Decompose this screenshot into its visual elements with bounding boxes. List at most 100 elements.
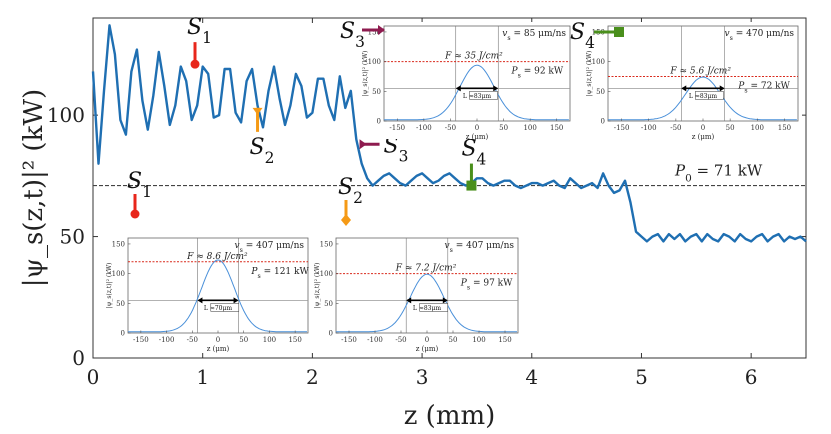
inset-width-label: L ≈83μm xyxy=(463,93,491,100)
x-tick-label: 0 xyxy=(87,365,100,389)
marker-s1-label: S1 xyxy=(187,15,212,47)
inset-x-tick-label: -50 xyxy=(187,336,198,344)
inset-velocity: vs = 407 μm/ns xyxy=(445,241,515,254)
inset-width-box xyxy=(210,303,240,312)
inset-x-label: z (μm) xyxy=(207,345,230,353)
inset-y-tick-label: 150 xyxy=(320,240,333,248)
inset-marker-flag xyxy=(378,25,385,35)
inset-velocity: vs = 407 μm/ns xyxy=(235,241,305,254)
inset-velocity: vs = 470 μm/ns xyxy=(725,29,795,42)
inset-x-tick-label: 0 xyxy=(701,124,705,132)
inset-x-tick-label: 50 xyxy=(499,124,508,132)
inset-x-tick-label: 100 xyxy=(523,124,536,132)
inset-x-tick-label: 100 xyxy=(751,124,764,132)
inset-y-tick-label: 50 xyxy=(596,88,605,96)
inset-fluence: F ≈ 35 J/cm² xyxy=(444,52,503,62)
inset-x-tick-label: -50 xyxy=(395,336,406,344)
inset-peak-power: Ps = 121 kW xyxy=(250,267,309,280)
x-tick-label: 5 xyxy=(635,365,648,389)
inset-peak-power: Ps = 72 kW xyxy=(737,81,790,94)
inset-x-tick-label: 50 xyxy=(726,124,735,132)
marker-s2-head xyxy=(252,107,263,115)
reference-line-label: P0 = 71 kW xyxy=(674,162,763,185)
inset-y-tick-label: 150 xyxy=(368,28,381,36)
inset-arrow-right xyxy=(719,85,725,92)
inset-marker-label: S2 xyxy=(338,175,363,207)
inset-x-tick-label: 50 xyxy=(449,336,458,344)
inset-marker-label: S3 xyxy=(340,19,365,51)
marker-s3-head xyxy=(359,139,367,150)
inset-x-tick-label: 150 xyxy=(498,336,511,344)
inset-x-tick-label: 150 xyxy=(778,124,791,132)
inset-x-tick-label: 50 xyxy=(239,336,248,344)
inset-s3: L ≈83μm -150 -100 -50 0 50 100 150 0 50 100 150 z (μ… xyxy=(340,19,574,141)
inset-s2: L ≈83μm -150 -100 -50 0 50 100 150 0 50 100 150 z (μ… xyxy=(310,175,522,353)
inset-pulse xyxy=(384,64,569,121)
inset-fluence: F ≈ 5.6 J/cm² xyxy=(669,66,731,76)
inset-s1: L ≈70μm -150 -100 -50 0 50 100 150 0 50 100 150 z (μ… xyxy=(102,169,312,353)
inset-x-tick-label: -100 xyxy=(416,124,432,132)
inset-y-tick-label: 100 xyxy=(592,58,605,66)
inset-y-label: |ψ_s(z,t)|² (kW) xyxy=(362,51,369,97)
inset-x-label: z (μm) xyxy=(466,133,489,141)
marker-s4-label: S4 xyxy=(461,137,486,169)
inset-width-label: L ≈83μm xyxy=(413,305,441,312)
marker-s1-dot xyxy=(190,59,200,69)
inset-width-box xyxy=(695,91,724,100)
inset-arrow-left xyxy=(406,297,412,304)
inset-arrow-left xyxy=(197,297,203,304)
inset-y-tick-label: 100 xyxy=(112,270,125,278)
inset-x-label: z (μm) xyxy=(692,133,715,141)
x-tick-label: 6 xyxy=(745,365,758,389)
inset-plot-area xyxy=(335,237,519,334)
inset-x-tick-label: 0 xyxy=(216,336,220,344)
inset-y-tick-label: 50 xyxy=(324,300,333,308)
x-tick-label: 3 xyxy=(416,365,429,389)
inset-x-label: z (μm) xyxy=(416,345,439,353)
marker-s2-label: S2 xyxy=(250,135,275,167)
inset-fluence: F ≈ 7.2 J/cm² xyxy=(395,264,457,274)
x-axis-label: z (mm) xyxy=(404,401,496,431)
inset-x-tick-label: 0 xyxy=(475,124,479,132)
inset-y-tick-label: 0 xyxy=(377,118,381,126)
x-tick-label: 2 xyxy=(306,365,319,389)
inset-x-tick-label: -50 xyxy=(670,124,681,132)
x-tick-label: 4 xyxy=(525,365,538,389)
inset-x-tick-label: -150 xyxy=(133,336,149,344)
inset-pulse xyxy=(608,76,797,121)
inset-pulse xyxy=(128,259,307,333)
y-axis-label: |ψ_s(z,t)|² (kW) xyxy=(19,89,49,287)
inset-y-tick-label: 50 xyxy=(116,300,125,308)
inset-width-label: L ≈70μm xyxy=(204,305,232,312)
inset-y-label: |ψ_s(z,t)|² (kW) xyxy=(314,263,321,309)
inset-peak-power: Ps = 92 kW xyxy=(511,67,564,80)
inset-y-tick-label: 150 xyxy=(112,240,125,248)
inset-x-tick-label: -150 xyxy=(341,336,357,344)
inset-y-tick-label: 100 xyxy=(320,270,333,278)
marker-s4-square xyxy=(466,180,477,191)
inset-plot-area xyxy=(127,237,309,334)
inset-y-tick-label: 50 xyxy=(372,88,381,96)
inset-y-tick-label: 0 xyxy=(121,330,125,338)
series-line xyxy=(91,24,807,243)
inset-marker-label: S4 xyxy=(570,20,595,52)
y-tick-label: 100 xyxy=(47,103,85,127)
inset-fluence: F ≈ 8.6 J/cm² xyxy=(186,252,248,262)
inset-arrow-right xyxy=(233,297,239,304)
inset-arrow-right xyxy=(442,297,448,304)
inset-velocity: vs = 85 μm/ns xyxy=(502,29,566,42)
inset-y-tick-label: 0 xyxy=(329,330,333,338)
inset-arrow-right xyxy=(493,85,499,92)
inset-y-tick-label: 0 xyxy=(601,118,605,126)
inset-x-tick-label: 150 xyxy=(550,124,563,132)
x-tick-label: 1 xyxy=(196,365,209,389)
inset-x-tick-label: -100 xyxy=(367,336,383,344)
inset-pulse xyxy=(336,273,517,333)
inset-y-label: |ψ_s(z,t)|² (kW) xyxy=(586,51,593,97)
inset-plot-area xyxy=(607,25,799,122)
marker-s3-label: S3 xyxy=(384,133,409,165)
inset-x-tick-label: -50 xyxy=(445,124,456,132)
inset-x-tick-label: 100 xyxy=(472,336,485,344)
